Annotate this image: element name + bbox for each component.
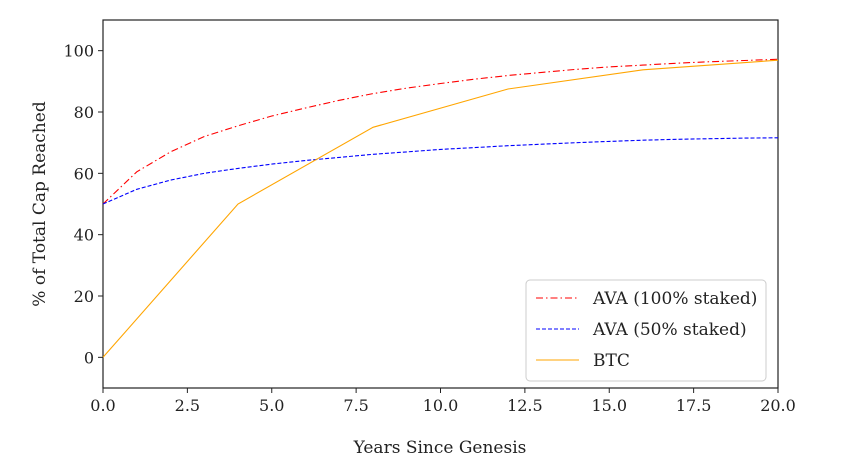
- x-tick-label: 17.5: [676, 396, 712, 415]
- x-tick-label: 12.5: [507, 396, 543, 415]
- legend-label-1: AVA (50% staked): [592, 320, 747, 340]
- y-tick-label: 100: [63, 42, 94, 61]
- x-tick-label: 15.0: [591, 396, 627, 415]
- legend-entries: AVA (100% staked) AVA (50% staked) BTC: [536, 289, 757, 371]
- x-tick-label: 7.5: [343, 396, 368, 415]
- x-tick-label: 0.0: [90, 396, 115, 415]
- y-tick-label: 0: [84, 348, 94, 367]
- y-axis-title: % of Total Cap Reached: [30, 101, 50, 307]
- legend-label-2: BTC: [593, 351, 630, 371]
- y-tick-label: 60: [74, 164, 94, 183]
- y-tick-label: 40: [74, 226, 94, 245]
- x-tick-label: 2.5: [175, 396, 200, 415]
- series-layer: [102, 58, 779, 358]
- series-line-2: [102, 59, 779, 358]
- series-line-0: [102, 58, 779, 205]
- y-tick-label: 20: [74, 287, 94, 306]
- x-tick-label: 5.0: [259, 396, 284, 415]
- y-tick-label: 80: [74, 103, 94, 122]
- y-ticks: 0 20 40 60 80 100: [63, 42, 103, 367]
- legend: AVA (100% staked) AVA (50% staked) BTC: [525, 279, 767, 382]
- legend-label-0: AVA (100% staked): [592, 289, 757, 309]
- x-tick-label: 20.0: [760, 396, 796, 415]
- series-line-1: [102, 137, 779, 205]
- x-ticks: 0.0 2.5 5.0 7.5 10.0 12.5 15.0 17.5 20.0: [90, 388, 796, 415]
- x-tick-label: 10.0: [423, 396, 459, 415]
- legend-box: [525, 279, 767, 382]
- x-axis-title: Years Since Genesis: [353, 438, 527, 458]
